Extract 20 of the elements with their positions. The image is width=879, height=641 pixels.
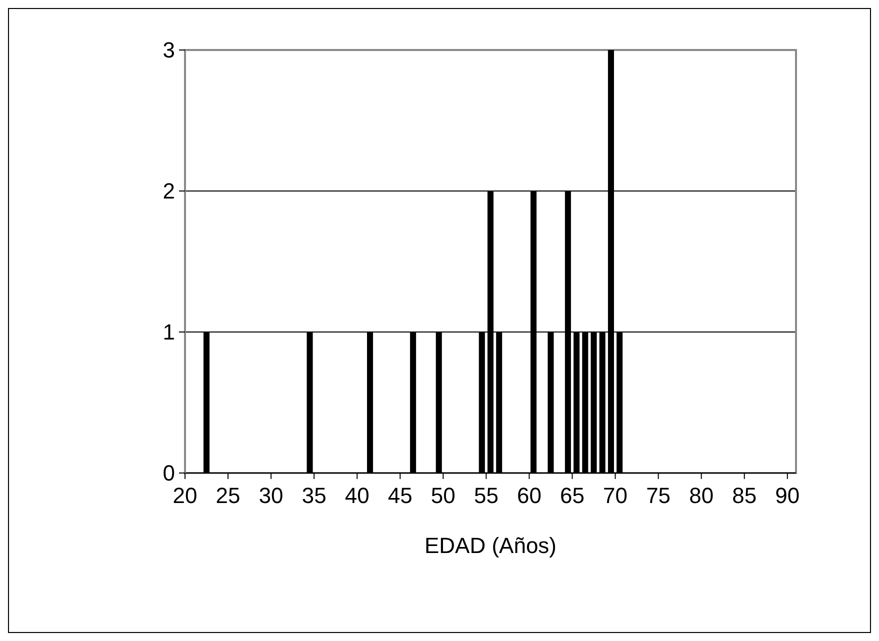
- y-tick-label: 2: [162, 178, 175, 204]
- x-tick-label: 35: [302, 483, 326, 508]
- x-tick-label: 65: [560, 483, 584, 508]
- x-tick-label: 50: [430, 483, 456, 508]
- x-tick-label: 20: [172, 483, 198, 508]
- x-tick-label: 70: [603, 483, 628, 508]
- x-tick-label: 45: [388, 483, 412, 508]
- y-tick-label: 0: [162, 460, 175, 486]
- x-tick-label: 40: [344, 483, 370, 508]
- x-tick-label: 30: [258, 483, 284, 508]
- x-tick-label: 80: [689, 483, 714, 508]
- x-tick-label: 90: [775, 483, 800, 508]
- y-tick-label: 1: [162, 320, 175, 345]
- x-tick-label: 60: [516, 483, 542, 508]
- y-tick-label: 3: [162, 38, 175, 63]
- x-axis-title: EDAD (Años): [424, 533, 557, 558]
- x-tick-label: 25: [216, 483, 240, 508]
- x-tick-label: 55: [474, 483, 498, 508]
- x-tick-label: 85: [732, 483, 757, 508]
- x-tick-label: 75: [646, 483, 671, 508]
